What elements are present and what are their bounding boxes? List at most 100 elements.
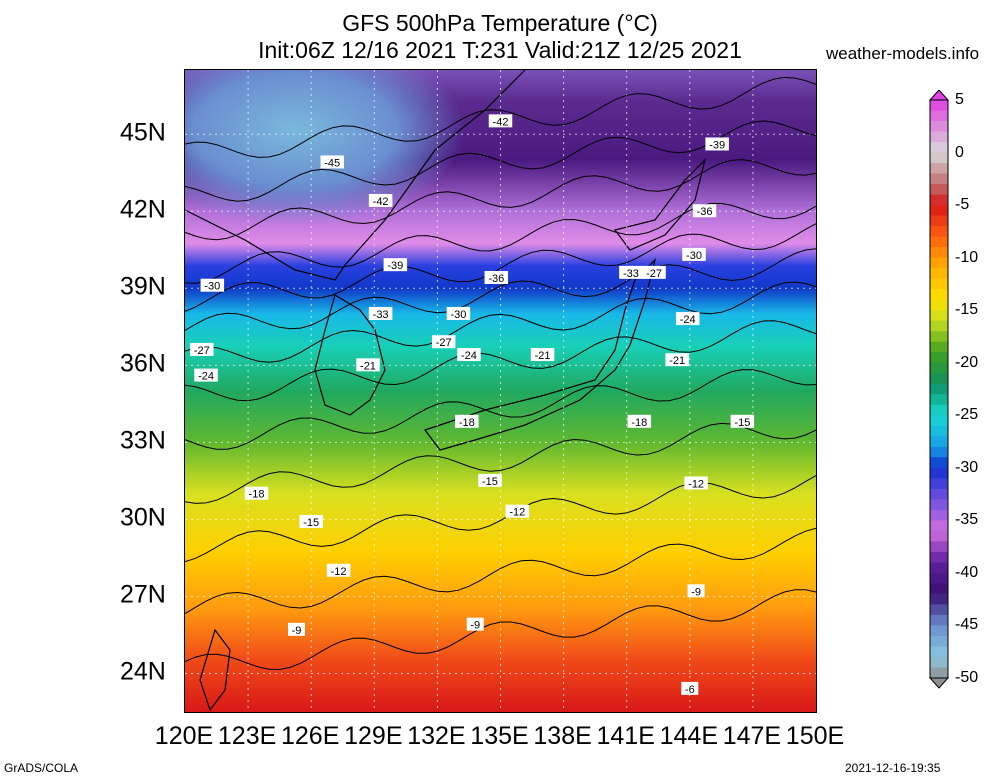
isotherm-line	[185, 248, 816, 331]
colorbar-cell	[930, 352, 948, 364]
svg-text:-21: -21	[360, 360, 376, 372]
map-title: GFS 500hPa Temperature (°C)	[342, 10, 658, 36]
lon-label: 135E	[470, 722, 529, 750]
colorbar-tick-label: -45	[955, 616, 979, 634]
svg-text:-18: -18	[249, 489, 265, 501]
isotherm-line	[185, 202, 816, 284]
colorbar-cell	[930, 446, 948, 458]
cold-pool	[185, 70, 465, 225]
lat-label: 30N	[120, 503, 166, 532]
colorbar-cell	[930, 152, 948, 164]
isotherm-line	[185, 76, 816, 158]
lat-label: 36N	[120, 349, 166, 378]
isotherm-label: -9	[687, 584, 705, 598]
isotherm-label: -6	[681, 681, 699, 696]
isotherm-line	[185, 223, 816, 312]
colorbar-cell	[930, 488, 948, 500]
isotherm-line	[185, 281, 816, 363]
isotherm-label: -42	[368, 193, 393, 208]
colorbar-cell	[930, 583, 948, 595]
colorbar-tick-label: -30	[955, 458, 979, 476]
colorbar-cell	[930, 320, 948, 332]
svg-text:-24: -24	[680, 314, 696, 326]
isotherm-label: -12	[505, 504, 530, 519]
svg-text:-36: -36	[488, 273, 504, 285]
colorbar-cell	[930, 625, 948, 637]
svg-text:-21: -21	[669, 355, 685, 367]
svg-text:-12: -12	[688, 478, 704, 490]
svg-text:-33: -33	[373, 309, 389, 321]
lon-label: 150E	[785, 722, 845, 750]
colorbar-cell	[930, 467, 948, 479]
lon-label: 144E	[659, 722, 718, 750]
colorbar-frame	[929, 99, 949, 679]
lat-label: 27N	[120, 580, 166, 609]
colorbar-cell	[930, 457, 948, 469]
svg-text:-21: -21	[535, 350, 551, 362]
colorbar-cell	[930, 541, 948, 553]
isotherm-label: -39	[383, 258, 408, 272]
isotherm-label: -36	[484, 271, 509, 285]
lat-label: 33N	[120, 426, 166, 455]
lon-label: 147E	[722, 722, 782, 750]
lon-label: 141E	[596, 722, 655, 750]
svg-text:-30: -30	[686, 250, 702, 262]
coastline-japan	[424, 258, 657, 451]
colorbar-cell	[930, 236, 948, 248]
isotherm-line	[185, 589, 816, 671]
temperature-map: -42 -45 -42 -39 -39 -36 -36 -33 -33 -30 -30 -30 -27-…	[184, 69, 817, 713]
svg-text:-39: -39	[709, 139, 725, 151]
isotherm-label: -18	[244, 486, 269, 501]
colorbar-cell	[930, 331, 948, 343]
colorbar-cell	[930, 289, 948, 301]
isotherm-label: -30	[200, 278, 225, 293]
isotherm-label: -18	[627, 414, 652, 429]
colorbar-min-arrow	[928, 677, 950, 689]
lon-label: 123E	[217, 722, 277, 750]
colorbar-cell	[930, 667, 948, 679]
lon-label: 138E	[533, 722, 592, 750]
colorbar-cell	[930, 163, 948, 175]
svg-text:-24: -24	[198, 371, 214, 383]
isotherm-line	[185, 369, 816, 450]
colorbar-cell	[930, 362, 948, 374]
credit-label: GrADS/COLA	[4, 761, 79, 775]
lon-label: 126E	[280, 722, 340, 750]
colorbar-cell	[930, 373, 948, 385]
lon-label: 120E	[154, 722, 214, 750]
svg-text:-42: -42	[373, 196, 389, 208]
colorbar	[928, 90, 950, 689]
lon-label: 132E	[407, 722, 466, 750]
isotherm-label: -24	[675, 312, 700, 326]
timestamp-label: 2021-12-16-19:35	[845, 761, 941, 775]
isotherm-label: -27	[431, 335, 456, 349]
lat-lon-grid	[185, 70, 816, 712]
svg-text:-27: -27	[436, 337, 452, 349]
coastline-mainland	[185, 70, 526, 281]
isotherm-label: -21	[356, 358, 380, 372]
isotherm-label: -21	[530, 348, 555, 362]
svg-text:-30: -30	[204, 281, 220, 293]
svg-text:-12: -12	[509, 507, 525, 519]
isotherm-line	[185, 320, 816, 402]
colorbar-cell	[930, 551, 948, 563]
coastline-land	[314, 294, 386, 416]
svg-text:-30: -30	[450, 309, 466, 321]
colorbar-cell	[930, 509, 948, 521]
colorbar-cell	[930, 299, 948, 311]
colorbar-cell	[930, 436, 948, 448]
colorbar-cell	[930, 614, 948, 626]
svg-text:-18: -18	[631, 417, 647, 429]
svg-text:-18: -18	[459, 417, 475, 429]
isotherm-label: -30	[682, 247, 706, 262]
colorbar-cell	[930, 215, 948, 227]
colorbar-cell	[930, 530, 948, 542]
lat-label: 45N	[120, 118, 166, 147]
isotherm-label: -12	[326, 563, 351, 578]
svg-text:-9: -9	[691, 586, 701, 598]
svg-text:-42: -42	[493, 116, 509, 128]
colorbar-cell	[930, 247, 948, 259]
svg-text:-6: -6	[685, 684, 695, 696]
svg-text:-15: -15	[482, 476, 498, 488]
svg-text:-24: -24	[461, 350, 477, 362]
